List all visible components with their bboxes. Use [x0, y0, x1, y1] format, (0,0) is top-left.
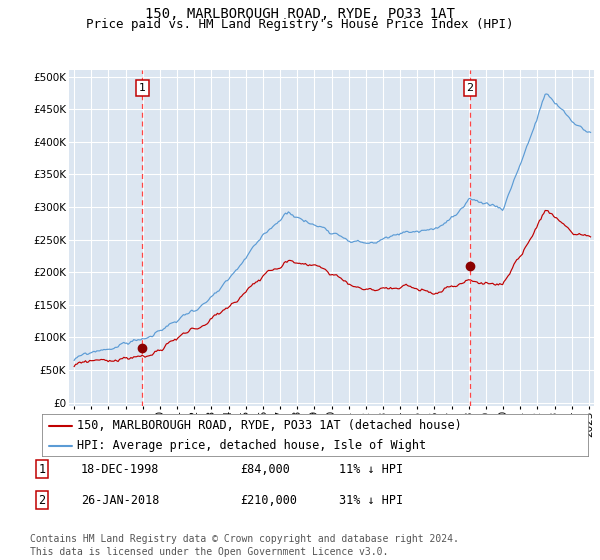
Text: 2: 2	[38, 493, 46, 507]
Text: Contains HM Land Registry data © Crown copyright and database right 2024.
This d: Contains HM Land Registry data © Crown c…	[30, 534, 459, 557]
Text: 18-DEC-1998: 18-DEC-1998	[81, 463, 160, 476]
Text: 1: 1	[139, 83, 146, 93]
Text: £210,000: £210,000	[240, 493, 297, 507]
Text: HPI: Average price, detached house, Isle of Wight: HPI: Average price, detached house, Isle…	[77, 440, 427, 452]
Text: 26-JAN-2018: 26-JAN-2018	[81, 493, 160, 507]
Text: 31% ↓ HPI: 31% ↓ HPI	[339, 493, 403, 507]
Text: 11% ↓ HPI: 11% ↓ HPI	[339, 463, 403, 476]
Text: 150, MARLBOROUGH ROAD, RYDE, PO33 1AT: 150, MARLBOROUGH ROAD, RYDE, PO33 1AT	[145, 7, 455, 21]
Text: 1: 1	[38, 463, 46, 476]
Text: Price paid vs. HM Land Registry's House Price Index (HPI): Price paid vs. HM Land Registry's House …	[86, 18, 514, 31]
Text: 2: 2	[466, 83, 473, 93]
Text: £84,000: £84,000	[240, 463, 290, 476]
Text: 150, MARLBOROUGH ROAD, RYDE, PO33 1AT (detached house): 150, MARLBOROUGH ROAD, RYDE, PO33 1AT (d…	[77, 419, 462, 432]
